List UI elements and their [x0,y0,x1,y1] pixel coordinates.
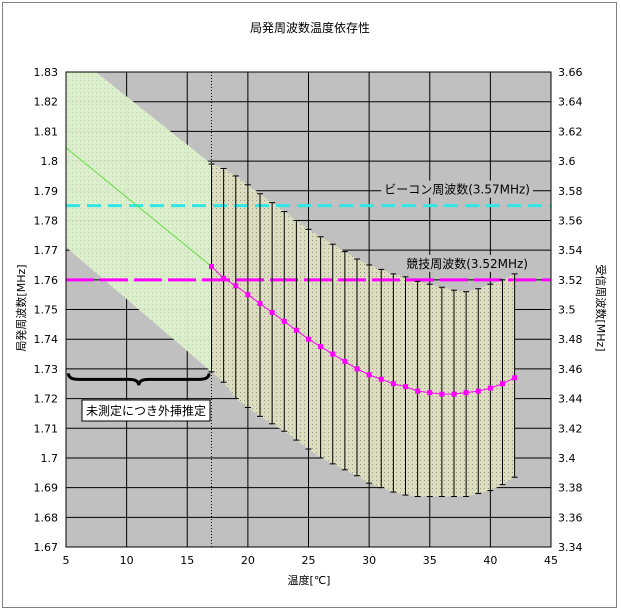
extrapolation-band [66,72,212,372]
beacon-frequency-label: ビーコン周波数(3.57MHz) [384,182,530,197]
y2-tick-label: 3.6 [558,155,576,168]
data-point [378,376,384,382]
data-point [269,309,275,315]
data-point [463,390,469,396]
y-tick-label: 1.67 [34,541,59,554]
data-point [330,351,336,357]
error-band [211,164,515,497]
y2-tick-label: 3.58 [558,185,583,198]
y-tick-label: 1.83 [34,66,59,79]
x-tick-label: 25 [302,554,316,567]
data-point [306,336,311,342]
y2-tick-label: 3.42 [558,422,583,435]
y2-axis-label: 受信周波数[MHz] [594,264,607,351]
y-axis-label: 局発周波数[MHz] [14,264,28,351]
data-point [427,390,433,396]
data-point [366,372,372,378]
data-point [500,381,505,387]
data-point [257,301,263,307]
data-point [475,388,481,394]
y-tick-label: 1.79 [34,185,59,198]
data-point [451,391,457,397]
y-tick-label: 1.78 [34,214,59,227]
reference-label-bg [381,180,533,198]
y2-tick-label: 3.62 [558,125,583,138]
y2-tick-label: 3.52 [558,274,583,287]
annotation-box [81,399,211,422]
data-point [487,385,493,391]
x-tick-label: 35 [423,554,437,567]
y-tick-label: 1.73 [34,363,59,376]
x-tick-label: 10 [120,554,134,567]
y2-tick-label: 3.64 [558,96,583,109]
x-tick-label: 40 [483,554,497,567]
data-point [403,384,408,390]
y-tick-label: 1.74 [34,333,59,346]
y2-tick-label: 3.54 [558,244,583,257]
data-point [415,388,421,394]
data-point [221,275,227,281]
y2-tick-label: 3.44 [558,393,583,406]
reference-label-bg [403,254,531,272]
extrapolation-annotation: 未測定につき外挿推定 [86,403,206,418]
competition-frequency-label: 競技周波数(3.52MHz) [406,256,528,271]
data-point [512,375,518,381]
data-point [281,318,287,324]
y-tick-label: 1.75 [34,304,59,317]
y-tick-label: 1.72 [34,393,59,406]
x-tick-label: 20 [241,554,255,567]
x-tick-label: 45 [544,554,558,567]
x-tick-label: 30 [362,554,376,567]
y2-tick-label: 3.38 [558,482,583,495]
data-point [293,327,299,333]
data-point [342,358,348,364]
x-axis-label: 温度[℃] [288,573,331,587]
data-point [209,263,214,269]
data-point [318,344,324,350]
y-tick-label: 1.7 [41,452,59,465]
y-tick-label: 1.76 [34,274,59,287]
chart-title: 局発周波数温度依存性 [250,20,370,35]
y-tick-label: 1.68 [34,511,59,524]
y2-tick-label: 3.56 [558,214,583,227]
data-point [390,381,396,387]
extrapolation-brace [66,373,211,386]
plot-border [65,71,552,548]
y-tick-label: 1.82 [34,96,59,109]
x-tick-label: 15 [180,554,194,567]
data-point [354,366,360,372]
y-tick-label: 1.81 [34,125,59,138]
y2-tick-label: 3.66 [558,66,583,79]
y-tick-label: 1.8 [41,155,59,168]
y2-tick-label: 3.5 [558,304,576,317]
extrapolation-line [65,147,212,267]
data-point [233,283,239,289]
y-tick-label: 1.77 [34,244,59,257]
y2-tick-label: 3.36 [558,511,583,524]
data-point [245,292,251,298]
y-tick-label: 1.71 [34,422,59,435]
y2-tick-label: 3.46 [558,363,583,376]
y2-tick-label: 3.4 [558,452,576,465]
y-tick-label: 1.69 [34,482,59,495]
data-point [439,391,445,397]
x-tick-label: 5 [63,554,70,567]
y2-tick-label: 3.34 [558,541,583,554]
y2-tick-label: 3.48 [558,333,583,346]
